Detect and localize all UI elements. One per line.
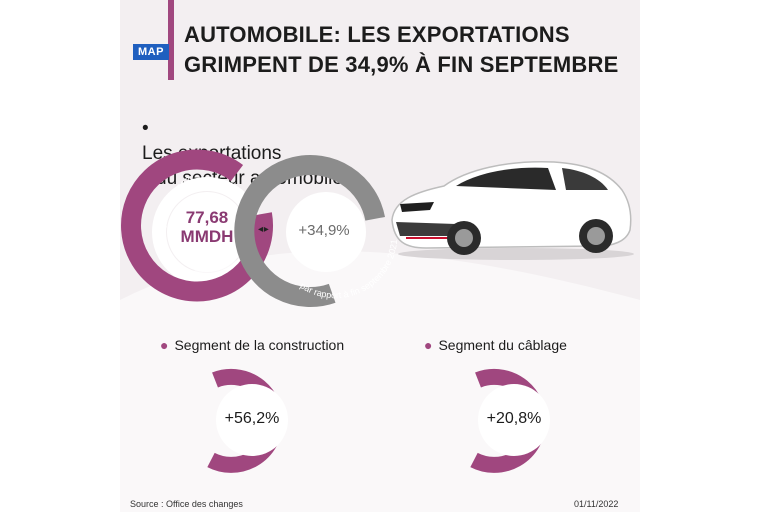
bullet-dot-icon: • (142, 118, 149, 139)
exports-value-block: 77,68 MMDH (172, 208, 242, 246)
segment-construction-label: ● Segment de la construction (160, 337, 345, 353)
source-note: Source : Office des changes (130, 499, 243, 509)
cablage-ring-center (478, 384, 550, 456)
construction-ring-center (216, 384, 288, 456)
title-line-1: AUTOMOBILE: LES EXPORTATIONS (184, 22, 570, 47)
growth-ring-center (286, 192, 366, 272)
title-line-2: GRIMPENT DE 34,9% À FIN SEPTEMBRE (184, 52, 619, 77)
page-title: AUTOMOBILE: LES EXPORTATIONS GRIMPENT DE… (184, 20, 618, 80)
arrows-icon: ◂ ▸ (258, 224, 269, 235)
segment-construction-growth: +56,2% (224, 410, 280, 427)
segment-cablage-label: ● Segment du câblage (424, 337, 567, 353)
title-accent-bar (168, 0, 174, 80)
exports-value: 77,68 (185, 208, 229, 227)
car-illustration (391, 160, 634, 260)
exports-growth: +34,9% (298, 222, 350, 239)
exports-ring-center (167, 192, 247, 272)
bullet-dot-icon: ● (160, 337, 169, 353)
segment-cablage-growth: +20,8% (486, 410, 542, 427)
map-logo: MAP (133, 44, 169, 60)
publication-date: 01/11/2022 (574, 499, 619, 509)
growth-ring-arc (234, 155, 385, 307)
bullet-dot-icon: ● (424, 337, 433, 353)
exports-unit: MMDH (180, 227, 234, 246)
